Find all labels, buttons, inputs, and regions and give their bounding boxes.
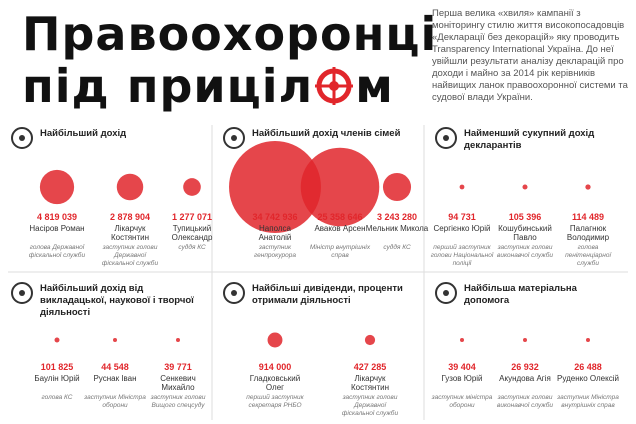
person-role: суддя КС xyxy=(383,244,411,251)
amount-label: 44 548 xyxy=(101,362,129,372)
section-icon xyxy=(443,290,449,296)
amount-label: 2 878 904 xyxy=(109,212,151,222)
section-icon xyxy=(231,135,237,141)
person-role: заступник Міністра внутрішніх справ xyxy=(557,394,619,409)
amount-label: 34 742 936 xyxy=(252,212,298,222)
person-name: Баулін Юрій xyxy=(34,374,80,383)
person-role: суддя КС xyxy=(178,244,206,251)
section-icon xyxy=(435,127,457,149)
amount-label: 1 277 071 xyxy=(171,212,213,222)
person-role: перший заступник голови Національної пол… xyxy=(430,244,494,267)
section-title: Найбільший дохід членів сімей xyxy=(252,128,401,139)
amount-label: 114 489 xyxy=(571,212,605,222)
person-role: заступник голови Державної фіскальної сл… xyxy=(341,394,399,417)
amount-bubble xyxy=(382,172,412,202)
amount-label: 39 771 xyxy=(164,362,192,372)
title-line: під приціл м xyxy=(22,60,394,112)
amount-label: 3 243 280 xyxy=(376,212,418,222)
amount-bubble xyxy=(116,173,144,201)
amount-bubble xyxy=(54,337,60,343)
person-role: заступник голови виконавчої служби xyxy=(496,394,554,409)
person-name: Гладковський Олег xyxy=(249,374,301,392)
amount-label: 26 932 xyxy=(511,362,539,372)
amount-bubble xyxy=(229,141,321,233)
section-icon xyxy=(19,290,25,296)
person-name: Сергієнко Юрій xyxy=(433,224,491,233)
amount-bubble xyxy=(586,338,590,342)
amount-bubble xyxy=(460,338,464,342)
person-name: Насіров Роман xyxy=(29,224,85,233)
person-name: Тупицький Олександр xyxy=(171,224,213,242)
amount-bubble xyxy=(267,332,283,348)
section-title: Найбільший дохід xyxy=(40,128,127,139)
amount-bubble xyxy=(39,169,75,205)
amount-label: 26 488 xyxy=(574,362,602,372)
amount-label: 914 000 xyxy=(258,362,292,372)
section-title: Найбільші дивіденди, проценти отримали д… xyxy=(252,283,403,306)
section-icon xyxy=(443,135,449,141)
person-name: Сенкевич Михайло xyxy=(160,374,196,392)
section-icon xyxy=(223,282,245,304)
title-text: під приціл xyxy=(22,59,314,113)
amount-bubble xyxy=(176,338,180,342)
title-text: м xyxy=(355,59,394,113)
section-icon xyxy=(435,282,457,304)
amount-bubble xyxy=(585,184,591,190)
amount-bubble xyxy=(459,184,465,190)
person-name: Аваков Арсен xyxy=(314,224,366,233)
amount-bubble xyxy=(183,178,201,196)
amount-label: 94 731 xyxy=(448,212,476,222)
title-line: Правоохоронці xyxy=(22,7,438,61)
person-name: Кошубинський Павло xyxy=(498,224,552,242)
amount-bubble xyxy=(113,338,117,342)
section-icon xyxy=(223,127,245,149)
person-name: Руснак Іван xyxy=(93,374,137,383)
section-icon xyxy=(19,135,25,141)
amount-bubble xyxy=(522,184,528,190)
person-role: голова Державної фіскальної служби xyxy=(28,244,86,259)
person-role: голова КС xyxy=(41,394,73,401)
section-title: Найбільша матеріальна допомога xyxy=(464,283,577,306)
person-name: Мельник Микола xyxy=(365,224,429,233)
amount-label: 39 404 xyxy=(448,362,476,372)
section-icon xyxy=(231,290,237,296)
intro-text: Перша велика «хвиля» кампанії з монітори… xyxy=(432,8,628,103)
section-icon xyxy=(11,282,33,304)
person-name: Лікарчук Костянтин xyxy=(350,374,390,392)
amount-bubble xyxy=(300,147,380,227)
amount-label: 427 285 xyxy=(353,362,387,372)
section-icon xyxy=(11,127,33,149)
person-name: Лікарчук Костянтин xyxy=(110,224,150,242)
person-name: Акундова Агія xyxy=(499,374,551,383)
person-name: Палагнюк Володимир xyxy=(566,224,610,242)
section-title: Найменший сукупний дохід декларантів xyxy=(464,128,595,151)
person-role: Міністр внутрішніх справ xyxy=(309,244,371,259)
person-name: Гузов Юрій xyxy=(441,374,483,383)
person-role: заступник голови Державної фіскальної сл… xyxy=(101,244,159,267)
amount-bubble xyxy=(364,334,376,346)
person-name: Руденко Олексій xyxy=(557,374,619,383)
amount-bubble xyxy=(523,338,527,342)
person-role: заступник міністра оборони xyxy=(431,394,493,409)
person-role: голова пенітенціарної служби xyxy=(565,244,611,267)
amount-label: 4 819 039 xyxy=(36,212,78,222)
target-icon xyxy=(315,67,354,105)
person-role: заступник голови Вищого спецсуду xyxy=(150,394,206,409)
person-role: перший заступник секретаря РНБО xyxy=(246,394,304,409)
amount-label: 105 396 xyxy=(508,212,542,222)
person-name: Наполса Анатолій xyxy=(258,224,292,242)
amount-label: 101 825 xyxy=(40,362,74,372)
person-role: заступник Міністра оборони xyxy=(84,394,146,409)
section-title: Найбільший дохід від викладацької, науко… xyxy=(40,283,194,318)
person-role: заступник голови виконавчої служби xyxy=(496,244,554,259)
person-role: заступник генпрокурора xyxy=(254,244,296,259)
amount-label: 25 358 646 xyxy=(317,212,363,222)
